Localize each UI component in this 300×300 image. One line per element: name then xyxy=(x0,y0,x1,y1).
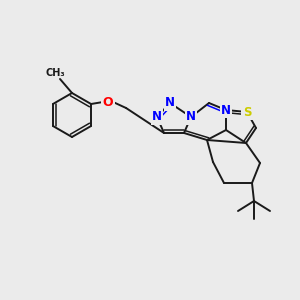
Text: N: N xyxy=(221,103,231,116)
Text: O: O xyxy=(103,95,113,109)
Text: N: N xyxy=(165,97,175,110)
Text: CH₃: CH₃ xyxy=(45,68,65,78)
Text: N: N xyxy=(186,110,196,124)
Text: S: S xyxy=(243,106,251,118)
Text: N: N xyxy=(152,110,162,124)
